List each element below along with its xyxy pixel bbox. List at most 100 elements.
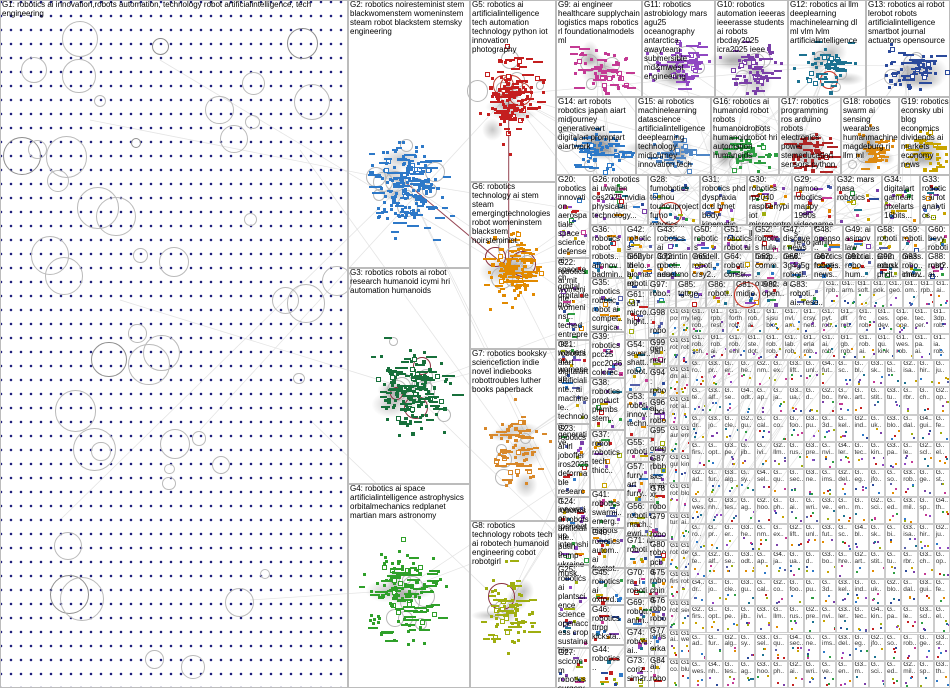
graph-node[interactable] bbox=[797, 650, 800, 653]
graph-node[interactable] bbox=[490, 94, 494, 98]
graph-node[interactable] bbox=[388, 601, 392, 605]
graph-node-label-bar[interactable] bbox=[503, 456, 509, 459]
tiny-group-cell[interactable]: G4.. fut.. bbox=[820, 360, 837, 388]
tiny-group-cell[interactable]: G1..rob.. bbox=[668, 337, 679, 367]
graph-node[interactable] bbox=[742, 537, 745, 540]
tiny-group-cell[interactable]: G1..pos.. bbox=[668, 308, 679, 338]
graph-node[interactable] bbox=[874, 404, 877, 407]
graph-node[interactable] bbox=[794, 489, 797, 492]
graph-node-label-bar[interactable] bbox=[410, 172, 424, 175]
graph-node[interactable] bbox=[920, 541, 923, 544]
graph-node-label-bar[interactable] bbox=[802, 148, 811, 151]
graph-node[interactable] bbox=[414, 154, 418, 158]
graph-node[interactable] bbox=[681, 473, 684, 476]
graph-node-label-bar[interactable] bbox=[515, 128, 522, 131]
graph-node-label-bar[interactable] bbox=[368, 152, 375, 155]
graph-node[interactable] bbox=[843, 299, 846, 302]
graph-node[interactable] bbox=[735, 325, 738, 328]
graph-node[interactable] bbox=[393, 566, 397, 570]
tiny-group-cell[interactable]: G3.. ve.. bbox=[820, 496, 837, 525]
graph-node[interactable] bbox=[382, 200, 386, 204]
graph-node[interactable] bbox=[507, 108, 511, 112]
graph-node[interactable] bbox=[684, 79, 688, 82]
graph-node[interactable] bbox=[509, 609, 513, 613]
graph-node[interactable] bbox=[929, 514, 932, 517]
tiny-group-cell[interactable]: G1.. arm.. bbox=[839, 280, 856, 308]
graph-node[interactable] bbox=[746, 657, 749, 660]
group-panel-g22[interactable]: G22: robotics ai mit womeninte.. womenin… bbox=[556, 258, 590, 383]
graph-node-label-bar[interactable] bbox=[491, 637, 502, 640]
graph-node[interactable] bbox=[773, 490, 776, 493]
graph-node[interactable] bbox=[421, 181, 425, 185]
graph-node[interactable] bbox=[767, 165, 771, 169]
graph-node-label-bar[interactable] bbox=[429, 396, 439, 399]
graph-node[interactable] bbox=[713, 621, 716, 624]
tiny-group-cell[interactable]: G.. ex.. bbox=[771, 360, 788, 388]
graph-node[interactable] bbox=[898, 350, 901, 353]
graph-node[interactable] bbox=[656, 61, 660, 65]
graph-node[interactable] bbox=[675, 471, 678, 474]
tiny-group-cell[interactable]: G.. se.. bbox=[722, 551, 739, 579]
graph-node[interactable] bbox=[377, 620, 381, 624]
graph-node-label-bar[interactable] bbox=[413, 587, 426, 590]
tiny-group-cell[interactable]: G4.. gui.. bbox=[917, 414, 934, 443]
graph-node-label-bar[interactable] bbox=[394, 204, 405, 207]
group-panel-g39[interactable]: G39: robotics pcc25 pcc2026 colorec.. bbox=[590, 332, 625, 378]
graph-node[interactable] bbox=[946, 513, 949, 516]
graph-node-label-bar[interactable] bbox=[508, 105, 517, 108]
graph-node[interactable] bbox=[759, 330, 762, 333]
graph-node[interactable] bbox=[573, 138, 577, 142]
graph-node-label-bar[interactable] bbox=[502, 273, 516, 276]
graph-node[interactable] bbox=[825, 684, 828, 687]
graph-node-label-bar[interactable] bbox=[890, 61, 897, 64]
graph-node[interactable] bbox=[513, 96, 517, 100]
graph-node[interactable] bbox=[940, 353, 943, 356]
graph-node[interactable] bbox=[808, 492, 811, 495]
graph-node-label-bar[interactable] bbox=[579, 53, 587, 56]
tiny-group-cell[interactable]: G4.. bl.. bbox=[852, 524, 869, 552]
graph-node[interactable] bbox=[371, 622, 375, 626]
graph-node-label-bar[interactable] bbox=[615, 144, 625, 147]
tiny-group-cell[interactable]: G.. fur.. bbox=[706, 633, 723, 661]
graph-node[interactable] bbox=[707, 60, 711, 64]
graph-node[interactable] bbox=[505, 88, 509, 92]
graph-node[interactable] bbox=[695, 511, 698, 514]
graph-node[interactable] bbox=[414, 568, 418, 572]
graph-node[interactable] bbox=[855, 600, 858, 603]
tiny-group-cell[interactable]: G1..ai. rob. bbox=[819, 334, 839, 360]
graph-node[interactable] bbox=[639, 557, 643, 561]
graph-node[interactable] bbox=[489, 614, 493, 618]
graph-node-label-bar[interactable] bbox=[428, 206, 438, 209]
graph-node[interactable] bbox=[384, 406, 388, 410]
tiny-group-cell[interactable]: G3.. th.. bbox=[933, 660, 950, 688]
tiny-group-cell[interactable]: G.. hir.. bbox=[917, 360, 934, 388]
graph-node[interactable] bbox=[508, 92, 513, 97]
graph-node-label-bar[interactable] bbox=[679, 60, 686, 63]
graph-node[interactable] bbox=[401, 213, 405, 217]
graph-node[interactable] bbox=[407, 629, 411, 633]
graph-node-label-bar[interactable] bbox=[383, 337, 392, 340]
tiny-group-cell[interactable]: G1..blu.. bbox=[679, 658, 690, 688]
graph-node-label-bar[interactable] bbox=[799, 137, 808, 140]
graph-node[interactable] bbox=[732, 681, 735, 684]
tiny-group-cell[interactable]: G3.. pu.. bbox=[803, 414, 820, 443]
tiny-group-cell[interactable]: G3.. lift.. bbox=[787, 360, 804, 388]
graph-node[interactable] bbox=[589, 156, 593, 160]
graph-node[interactable] bbox=[408, 594, 412, 597]
graph-node-label-bar[interactable] bbox=[622, 152, 636, 155]
graph-node[interactable] bbox=[897, 78, 901, 82]
graph-node[interactable] bbox=[841, 487, 844, 490]
tiny-group-cell[interactable]: G.. st.. bbox=[933, 469, 950, 497]
graph-node[interactable] bbox=[873, 304, 876, 307]
graph-node[interactable] bbox=[918, 88, 922, 92]
graph-node[interactable] bbox=[675, 683, 678, 686]
graph-node[interactable] bbox=[822, 651, 825, 654]
graph-node-label-bar[interactable] bbox=[394, 607, 405, 610]
graph-node[interactable] bbox=[380, 177, 384, 181]
graph-node[interactable] bbox=[397, 593, 401, 597]
group-panel-g63[interactable]: G63: comm.. openc.. bbox=[753, 252, 781, 297]
graph-node[interactable] bbox=[423, 380, 427, 384]
graph-node[interactable] bbox=[860, 650, 863, 653]
graph-node-label-bar[interactable] bbox=[510, 622, 523, 625]
graph-node[interactable] bbox=[479, 111, 483, 115]
